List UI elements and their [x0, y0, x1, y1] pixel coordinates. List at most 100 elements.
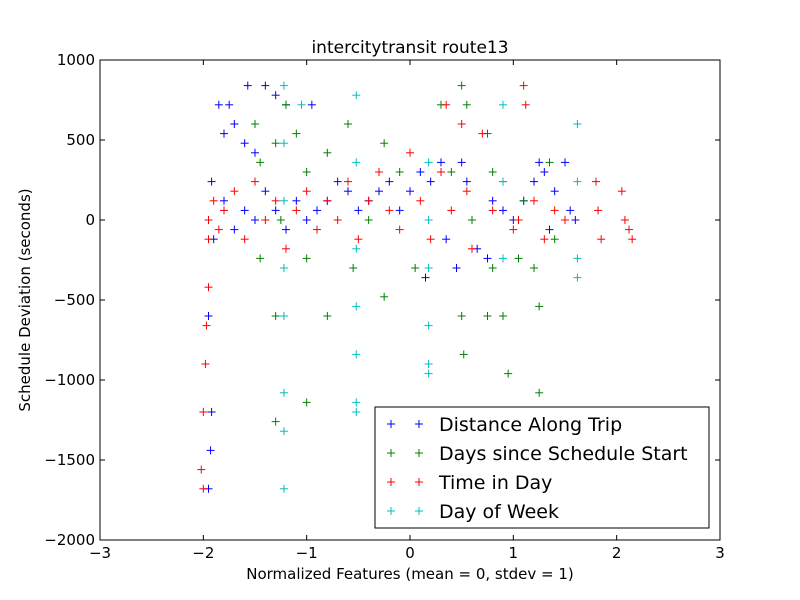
data-point [352, 158, 361, 167]
data-point [352, 91, 361, 100]
data-point [416, 196, 425, 205]
data-point [504, 369, 513, 378]
data-point [488, 196, 497, 205]
data-point [209, 196, 218, 205]
legend-marker [387, 449, 395, 457]
data-point [292, 129, 301, 138]
legend-marker [415, 478, 423, 486]
series-2 [251, 81, 559, 426]
data-point [459, 350, 468, 359]
x-tick-label: −3 [89, 544, 111, 562]
data-point [364, 216, 373, 224]
data-point [447, 168, 456, 176]
data-point [597, 235, 606, 244]
data-point [488, 168, 497, 176]
data-point [535, 158, 544, 167]
data-point [535, 302, 544, 311]
data-point [302, 254, 311, 263]
x-tick-label: 1 [509, 544, 519, 562]
y-tick-label: 0 [85, 211, 95, 229]
data-point [447, 206, 456, 215]
data-point [499, 100, 507, 109]
data-point [333, 177, 342, 186]
legend-marker [415, 449, 423, 457]
data-point [307, 100, 316, 109]
data-point [220, 206, 228, 215]
data-point [488, 264, 497, 272]
data-point [406, 148, 414, 157]
data-point [406, 187, 414, 196]
data-point [199, 484, 208, 493]
data-point [411, 264, 420, 272]
data-point [276, 216, 285, 224]
data-point [483, 254, 492, 263]
data-point [313, 206, 321, 215]
data-point [354, 206, 363, 215]
data-point [202, 321, 211, 330]
series-4 [279, 81, 582, 493]
data-point [344, 187, 352, 196]
data-point [620, 216, 629, 224]
data-point [240, 139, 249, 148]
data-point [243, 81, 252, 90]
data-point [207, 177, 216, 186]
data-point [344, 120, 352, 128]
data-point [573, 273, 582, 282]
data-point [519, 196, 528, 205]
data-point [561, 158, 569, 167]
data-point [204, 283, 213, 292]
data-point [462, 100, 471, 109]
data-point [573, 177, 582, 186]
data-point [385, 206, 394, 215]
data-point [230, 120, 239, 128]
data-point [499, 254, 507, 263]
y-tick-label: −1000 [44, 371, 95, 389]
data-point [573, 254, 582, 263]
data-point [395, 168, 404, 176]
data-point [380, 139, 389, 148]
data-point [261, 187, 270, 196]
data-point [302, 398, 311, 407]
data-point [509, 225, 518, 234]
data-point [352, 302, 361, 311]
legend-marker [415, 420, 423, 428]
legend-box [374, 406, 710, 529]
data-point [530, 177, 538, 186]
data-point [550, 235, 559, 244]
legend-marker [387, 507, 395, 515]
data-point [207, 408, 216, 416]
data-point [313, 225, 321, 234]
data-point [478, 129, 487, 138]
x-tick-label: 2 [612, 544, 622, 562]
y-tick-label: −1500 [44, 451, 95, 469]
data-point [251, 148, 259, 157]
data-point [279, 81, 288, 90]
data-point [424, 321, 433, 330]
data-point [617, 187, 626, 196]
data-point [201, 360, 210, 368]
data-point [279, 264, 288, 272]
data-point [279, 484, 288, 493]
data-point [457, 312, 466, 320]
data-point [282, 100, 290, 109]
data-point [279, 196, 288, 205]
data-point [292, 206, 301, 215]
data-point [457, 120, 466, 128]
data-point [302, 187, 311, 196]
data-point [297, 100, 306, 109]
data-point [204, 235, 213, 244]
x-tick-label: 0 [405, 544, 415, 562]
data-point [279, 427, 288, 436]
data-point [240, 206, 249, 215]
data-point [323, 312, 332, 320]
data-point [352, 350, 361, 359]
data-point [220, 129, 228, 138]
data-point [230, 225, 239, 234]
data-point [256, 158, 265, 167]
data-point [521, 100, 530, 109]
data-point [540, 168, 549, 176]
y-tick-label: 1000 [57, 51, 95, 69]
data-point [251, 120, 259, 128]
data-point [468, 216, 476, 224]
data-point [375, 168, 383, 176]
